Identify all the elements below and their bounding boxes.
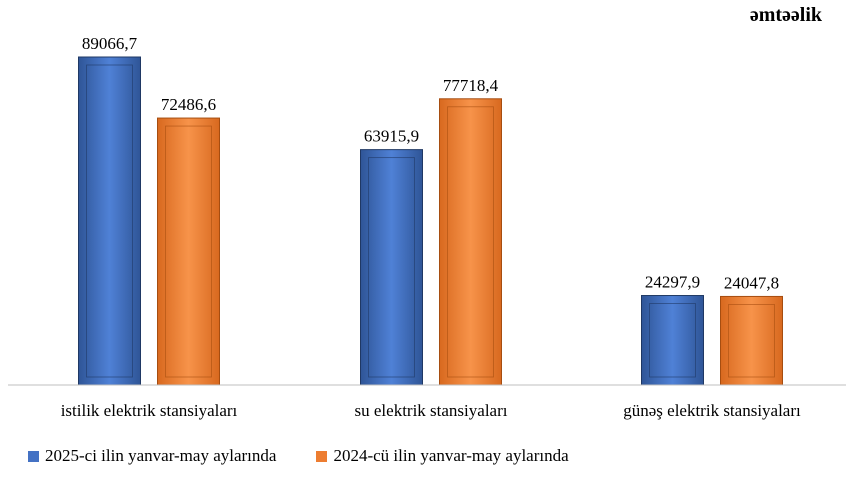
data-label-2024-2: 24047,8 [724, 273, 779, 292]
bar-2024-0 [157, 117, 220, 386]
bar-2024-1 [439, 98, 502, 386]
bar-2025-1 [360, 149, 423, 386]
bar-2025-2 [641, 295, 704, 386]
legend-swatch-orange [316, 450, 328, 462]
bar-2024-2 [720, 295, 783, 386]
category-label-1: su elektrik stansiyaları [355, 401, 508, 420]
legend-swatch-blue [28, 450, 39, 462]
bar-2025-0 [78, 56, 141, 386]
legend: 2025-ci ilin yanvar-may aylarında 2024-c… [28, 446, 569, 466]
legend-item-2025: 2025-ci ilin yanvar-may aylarında [28, 446, 276, 466]
data-label-2025-2: 24297,9 [645, 273, 700, 292]
category-label-2: günəş elektrik stansiyaları [623, 401, 801, 420]
data-label-2024-0: 72486,6 [161, 95, 216, 114]
data-label-2025-0: 89066,7 [82, 34, 138, 53]
legend-label-2024: 2024-cü ilin yanvar-may aylarında [333, 446, 569, 465]
category-label-0: istilik elektrik stansiyaları [61, 401, 238, 420]
unit-label: əmtəəlik [749, 4, 822, 26]
data-label-2024-1: 77718,4 [443, 76, 499, 95]
data-label-2025-1: 63915,9 [364, 127, 419, 146]
legend-item-2024: 2024-cü ilin yanvar-may aylarında [316, 446, 569, 466]
legend-label-2025: 2025-ci ilin yanvar-may aylarında [45, 446, 277, 465]
